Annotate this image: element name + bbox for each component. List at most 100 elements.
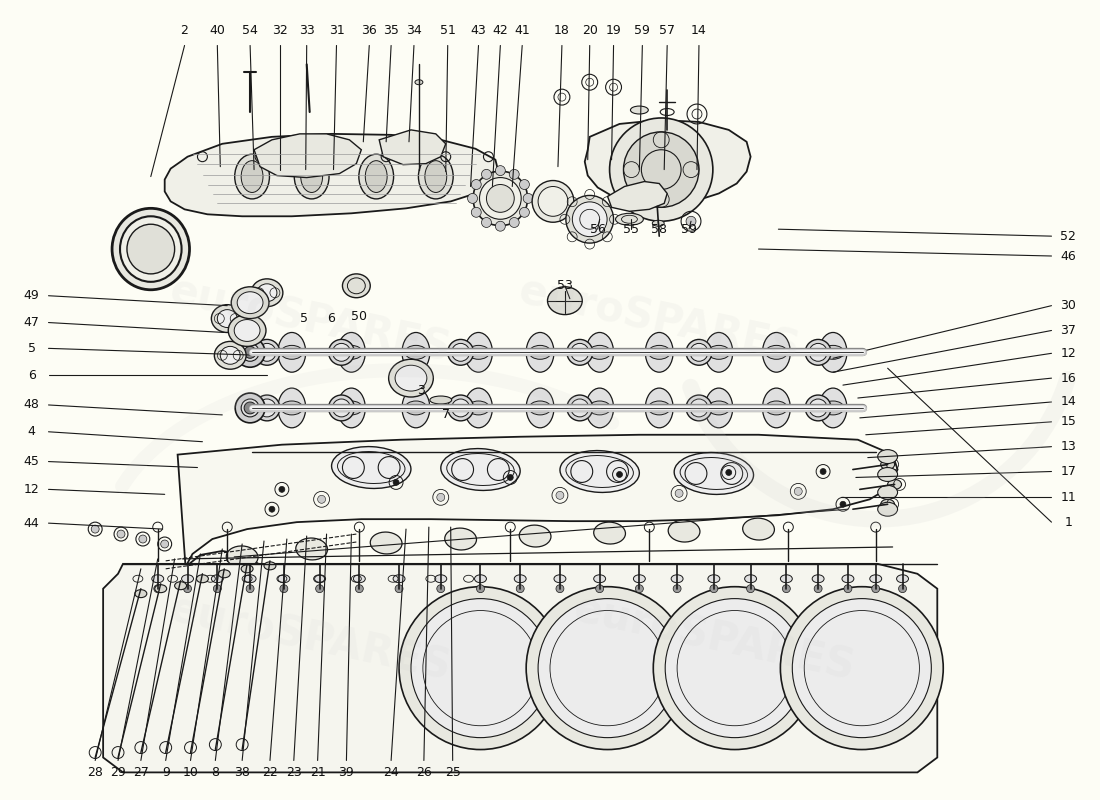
Ellipse shape: [566, 339, 593, 366]
Text: 21: 21: [310, 766, 326, 779]
Ellipse shape: [264, 562, 276, 570]
Circle shape: [524, 194, 534, 203]
Ellipse shape: [881, 459, 894, 470]
Circle shape: [686, 216, 696, 226]
Ellipse shape: [238, 292, 263, 314]
Circle shape: [213, 585, 221, 593]
Ellipse shape: [331, 446, 411, 489]
Ellipse shape: [338, 388, 365, 428]
Ellipse shape: [211, 305, 243, 333]
Circle shape: [653, 586, 816, 750]
Circle shape: [624, 132, 698, 207]
Text: 6: 6: [28, 369, 35, 382]
Ellipse shape: [762, 333, 790, 372]
Circle shape: [794, 487, 802, 495]
Text: 18: 18: [554, 24, 570, 37]
Ellipse shape: [805, 395, 830, 421]
Text: 48: 48: [24, 398, 40, 411]
Text: 35: 35: [383, 24, 399, 37]
Ellipse shape: [197, 574, 208, 582]
Text: 53: 53: [557, 279, 573, 292]
Text: 3: 3: [417, 383, 425, 397]
Ellipse shape: [155, 585, 167, 593]
Ellipse shape: [888, 479, 902, 490]
Ellipse shape: [810, 399, 827, 417]
Ellipse shape: [278, 574, 289, 582]
Circle shape: [780, 586, 943, 750]
Circle shape: [666, 598, 804, 738]
Ellipse shape: [705, 333, 733, 372]
Ellipse shape: [441, 449, 520, 490]
Ellipse shape: [896, 574, 909, 582]
Circle shape: [871, 585, 880, 593]
Ellipse shape: [822, 346, 844, 359]
Ellipse shape: [365, 161, 387, 193]
Ellipse shape: [686, 395, 712, 421]
Ellipse shape: [258, 343, 276, 362]
Text: 55: 55: [624, 222, 639, 236]
Ellipse shape: [881, 499, 894, 510]
Text: 28: 28: [87, 766, 103, 779]
Ellipse shape: [674, 453, 754, 494]
Ellipse shape: [444, 528, 476, 550]
Ellipse shape: [571, 399, 588, 417]
Ellipse shape: [705, 388, 733, 428]
Ellipse shape: [341, 346, 362, 359]
Circle shape: [316, 585, 323, 593]
Text: 27: 27: [133, 766, 148, 779]
Ellipse shape: [235, 393, 265, 423]
Ellipse shape: [415, 80, 422, 85]
Ellipse shape: [812, 574, 824, 582]
Circle shape: [556, 585, 564, 593]
Ellipse shape: [652, 220, 664, 226]
Ellipse shape: [878, 467, 898, 482]
Ellipse shape: [182, 574, 194, 582]
Polygon shape: [607, 182, 668, 211]
Ellipse shape: [241, 161, 263, 193]
Text: 57: 57: [659, 24, 675, 37]
Ellipse shape: [473, 171, 528, 226]
Ellipse shape: [526, 388, 554, 428]
Text: 24: 24: [383, 766, 399, 779]
Ellipse shape: [295, 154, 329, 199]
Ellipse shape: [329, 339, 354, 366]
Ellipse shape: [218, 570, 230, 578]
Ellipse shape: [257, 284, 277, 302]
Text: 54: 54: [242, 24, 258, 37]
Circle shape: [675, 490, 683, 498]
Ellipse shape: [220, 346, 240, 364]
Ellipse shape: [648, 401, 670, 415]
Ellipse shape: [152, 574, 164, 582]
Circle shape: [507, 474, 514, 481]
Ellipse shape: [314, 574, 326, 582]
Ellipse shape: [126, 224, 175, 274]
Circle shape: [154, 585, 162, 593]
Circle shape: [821, 469, 826, 474]
Ellipse shape: [448, 395, 473, 421]
Circle shape: [495, 222, 505, 231]
Circle shape: [516, 585, 525, 593]
Text: 11: 11: [1060, 491, 1076, 504]
Text: 14: 14: [1060, 395, 1076, 409]
Text: 34: 34: [406, 24, 421, 37]
Ellipse shape: [529, 401, 551, 415]
Ellipse shape: [280, 401, 302, 415]
Ellipse shape: [634, 574, 646, 582]
Text: 9: 9: [162, 766, 169, 779]
Circle shape: [636, 585, 644, 593]
Text: 36: 36: [362, 24, 377, 37]
Circle shape: [399, 586, 562, 750]
Ellipse shape: [560, 450, 639, 493]
Ellipse shape: [646, 388, 673, 428]
Ellipse shape: [214, 342, 246, 370]
Ellipse shape: [878, 486, 898, 499]
Circle shape: [710, 585, 718, 593]
Ellipse shape: [402, 388, 430, 428]
Text: 31: 31: [329, 24, 344, 37]
Text: 46: 46: [1060, 250, 1076, 262]
Text: 38: 38: [234, 766, 250, 779]
Ellipse shape: [822, 401, 844, 415]
Ellipse shape: [878, 450, 898, 463]
Ellipse shape: [630, 106, 648, 114]
Ellipse shape: [820, 388, 847, 428]
